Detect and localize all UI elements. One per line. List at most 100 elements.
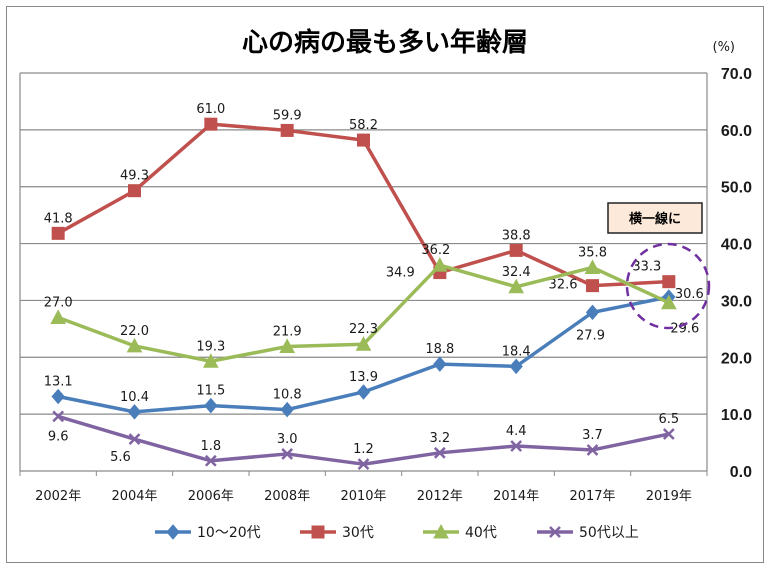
data-point — [660, 294, 677, 310]
data-label: 32.4 — [502, 265, 531, 280]
data-label: 30.6 — [675, 287, 704, 302]
data-point — [281, 448, 294, 460]
data-point — [202, 353, 219, 368]
x-tick-label: 2002年 — [35, 489, 81, 504]
x-tick-label: 2014年 — [493, 489, 539, 504]
data-label: 18.4 — [502, 344, 531, 359]
data-label: 36.2 — [421, 243, 450, 258]
axes: 0.0 10.0 20.0 30.0 40.0 50.0 60.0 70.0 2002年 2004… — [19, 66, 752, 504]
data-point — [279, 338, 296, 353]
x-tick-label: 2019年 — [646, 489, 692, 504]
legend-label: 50代以上 — [579, 525, 639, 541]
data-label: 18.8 — [425, 342, 454, 357]
data-point — [51, 226, 65, 240]
data-label: 33.3 — [632, 260, 661, 275]
data-point — [126, 337, 143, 353]
chart-border — [6, 6, 764, 563]
data-label: 13.9 — [349, 370, 378, 385]
data-label: 59.9 — [273, 108, 302, 123]
data-label: 10.4 — [120, 390, 149, 405]
data-label: 41.8 — [44, 211, 73, 226]
legend-label: 40代 — [465, 525, 497, 541]
data-label: 61.0 — [196, 102, 225, 117]
series-1: 13.1 10.4 11.5 10.8 13.9 18.8 18.4 27.9 30.6 — [44, 287, 704, 420]
data-point — [280, 401, 294, 418]
data-point — [357, 458, 370, 471]
data-point — [662, 275, 676, 289]
x-tick-label: 2010年 — [340, 489, 386, 504]
series-3: 27.0 22.0 19.3 21.9 22.3 36.2 32.4 35.8 29.6 — [44, 243, 699, 368]
data-label: 19.3 — [196, 339, 225, 354]
data-point — [508, 278, 525, 294]
data-label: 27.0 — [44, 295, 73, 310]
legend-marker — [549, 526, 561, 538]
data-point — [51, 388, 65, 405]
data-point — [356, 384, 371, 400]
data-label: 1.2 — [353, 442, 374, 457]
data-point — [586, 279, 599, 293]
legend-marker — [433, 523, 449, 539]
data-point — [128, 433, 141, 446]
data-point — [127, 404, 142, 420]
data-point — [586, 444, 599, 456]
legend-item: 10～20代 — [155, 524, 261, 541]
annotation: 横一線に — [607, 202, 711, 330]
data-point — [585, 304, 600, 321]
data-label: 1.8 — [200, 439, 221, 454]
data-point — [662, 428, 675, 440]
series-4: 9.6 5.6 1.8 3.0 1.2 3.2 4.4 3.7 6.5 — [48, 410, 679, 471]
y-tick-label: 60.0 — [721, 123, 752, 140]
x-tick-label: 2004年 — [111, 489, 157, 504]
legend-label: 30代 — [342, 525, 374, 541]
annotation-text: 横一線に — [629, 211, 681, 227]
data-label: 9.6 — [48, 429, 69, 444]
x-tick-label: 2012年 — [417, 489, 463, 504]
y-tick-label: 40.0 — [721, 237, 752, 254]
data-label: 35.8 — [578, 245, 607, 260]
legend-label: 10～20代 — [197, 525, 261, 541]
series-layer: 13.1 10.4 11.5 10.8 13.9 18.8 18.4 27.9 30.6 41.8… — [44, 102, 704, 471]
unit-label: (%) — [713, 40, 736, 55]
y-tick-label: 50.0 — [721, 180, 752, 197]
y-tick-label: 70.0 — [721, 66, 752, 83]
data-point — [509, 243, 523, 257]
data-label: 3.2 — [429, 431, 450, 446]
x-tick-label: 2006年 — [188, 489, 234, 504]
data-label: 27.9 — [576, 328, 605, 343]
y-tick-label: 30.0 — [721, 293, 752, 310]
data-label: 58.2 — [349, 118, 378, 133]
chart-title: 心の病の最も多い年齢層 — [242, 27, 528, 58]
legend: 10～20代 30代 40代 50代以上 — [155, 523, 639, 541]
data-label: 10.8 — [273, 388, 302, 403]
data-label: 29.6 — [670, 322, 699, 337]
legend-item: 50代以上 — [537, 525, 639, 541]
data-point — [509, 358, 523, 375]
data-point — [584, 259, 601, 274]
data-point — [431, 257, 448, 272]
legend-marker — [166, 524, 180, 540]
y-tick-label: 10.0 — [721, 407, 752, 424]
data-label: 38.8 — [502, 228, 531, 243]
data-label: 32.6 — [549, 278, 578, 293]
data-label: 21.9 — [273, 324, 302, 339]
annotation-box — [607, 202, 703, 234]
data-point — [433, 446, 446, 459]
data-label: 3.0 — [277, 432, 298, 447]
legend-item: 40代 — [423, 523, 497, 541]
data-label: 34.9 — [386, 266, 415, 281]
y-tick-label: 20.0 — [721, 350, 752, 367]
legend-item: 30代 — [300, 525, 374, 541]
data-point — [204, 454, 217, 467]
data-label: 3.7 — [582, 428, 603, 443]
x-tick-label: 2017年 — [569, 489, 615, 504]
data-point — [357, 133, 370, 147]
data-point — [128, 184, 141, 198]
data-point — [204, 397, 218, 414]
data-point — [52, 410, 65, 423]
data-label: 22.0 — [120, 324, 149, 339]
data-point — [280, 123, 294, 137]
data-point — [433, 356, 447, 372]
legend-marker — [311, 525, 325, 539]
data-label: 22.3 — [349, 322, 378, 337]
